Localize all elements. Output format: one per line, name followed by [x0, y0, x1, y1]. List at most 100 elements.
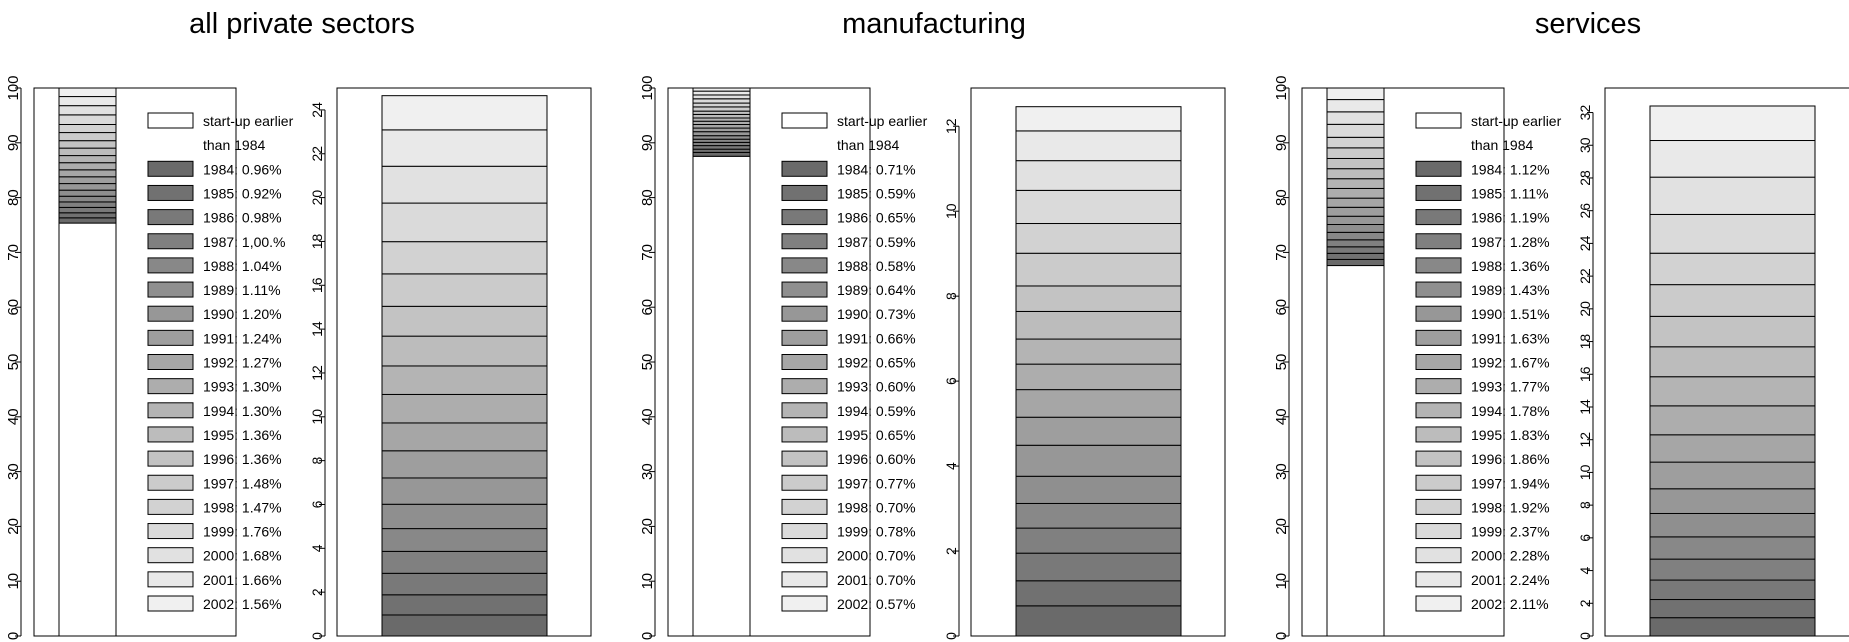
- legend-label-1985: 1985: 0.59%: [837, 185, 916, 201]
- detail-y-tick-label: 10: [309, 409, 325, 425]
- detail-y-tick-label: 22: [309, 146, 325, 162]
- stack-bar-segment-1992: [1326, 197, 1385, 208]
- legend-label-1992: 1992: 1.67%: [1471, 355, 1550, 371]
- stack-y-tick-label: 40: [1273, 408, 1290, 425]
- legend-label-1997: 1997: 1.48%: [203, 475, 282, 491]
- detail-bar-segment-1987: [1649, 558, 1816, 581]
- legend-label-1985: 1985: 0.92%: [203, 185, 282, 201]
- detail-bar-segment-1996: [381, 305, 548, 337]
- stack-bar-segment-1999: [692, 98, 751, 104]
- legend-label-1986: 1986: 0.98%: [203, 210, 282, 226]
- stack-y-tick-label: 20: [639, 518, 656, 535]
- stack-bar-segment-1994: [1326, 178, 1385, 189]
- legend-label-earlier-2: than 1984: [203, 137, 265, 153]
- stack-y-tick-label: 10: [1273, 573, 1290, 590]
- legend-swatch-1986: [1415, 209, 1462, 226]
- detail-bar-segment-2002: [1649, 105, 1816, 142]
- detail-y-tick-label: 12: [1577, 432, 1593, 448]
- legend-swatch-1997: [147, 474, 194, 491]
- stack-y-tick-label: 20: [5, 518, 22, 535]
- detail-bar-segment-1985: [1649, 599, 1816, 619]
- detail-y-tick-label: 22: [1577, 268, 1593, 284]
- detail-y-tick-label: 12: [309, 365, 325, 381]
- legend-swatch-earlier: [781, 112, 828, 129]
- legend-swatch-1993: [781, 378, 828, 395]
- legend-label-1999: 1999: 0.78%: [837, 524, 916, 540]
- legend-label-1986: 1986: 1.19%: [1471, 210, 1550, 226]
- detail-y-tick-label: 4: [943, 462, 959, 470]
- legend-swatch-1988: [1415, 257, 1462, 274]
- stack-y-tick-label: 50: [1273, 354, 1290, 371]
- detail-y-tick-label: 12: [943, 118, 959, 134]
- detail-bar-segment-1999: [381, 202, 548, 243]
- stack-y-tick-label: 70: [1273, 244, 1290, 261]
- legend-swatch-1987: [781, 233, 828, 250]
- detail-bar-segment-1992: [1649, 434, 1816, 463]
- legend-label-1994: 1994: 1.78%: [1471, 403, 1550, 419]
- legend-label-1997: 1997: 1.94%: [1471, 475, 1550, 491]
- detail-y-tick-label: 0: [1577, 632, 1593, 640]
- legend-swatch-earlier: [1415, 112, 1462, 129]
- detail-bar-segment-1995: [1649, 346, 1816, 378]
- stack-y-tick-label: 50: [5, 354, 22, 371]
- panel-all-private-sectors: all private sectors010203040506070809010…: [5, 8, 592, 640]
- legend-swatch-1986: [781, 209, 828, 226]
- legend-label-1999: 1999: 2.37%: [1471, 524, 1550, 540]
- stack-y-tick-label: 90: [5, 134, 22, 151]
- detail-bar-segment-1996: [1649, 315, 1816, 348]
- legend-swatch-1994: [781, 402, 828, 419]
- legend-swatch-1999: [1415, 523, 1462, 540]
- legend-swatch-1998: [1415, 498, 1462, 515]
- detail-y-tick-label: 10: [943, 203, 959, 219]
- detail-y-tick-label: 2: [1577, 599, 1593, 607]
- stack-bar-segment-1997: [692, 106, 751, 112]
- legend-label-1992: 1992: 0.65%: [837, 355, 916, 371]
- detail-y-tick-label: 8: [943, 292, 959, 300]
- detail-y-tick-label: 18: [309, 233, 325, 249]
- stack-bar-segment-2002: [58, 87, 117, 98]
- legend-label-2002: 2002: 0.57%: [837, 596, 916, 612]
- detail-y-tick-label: 18: [1577, 334, 1593, 350]
- legend-swatch-1990: [147, 305, 194, 322]
- stack-y-tick-label: 0: [1273, 632, 1290, 640]
- detail-bar-segment-1989: [381, 503, 548, 530]
- detail-bar-segment-1992: [1015, 389, 1182, 418]
- legend-swatch-1993: [147, 378, 194, 395]
- detail-bar-segment-1987: [381, 550, 548, 574]
- detail-y-tick-label: 6: [1577, 534, 1593, 542]
- stack-bar-segment-2002: [692, 87, 751, 92]
- detail-bar-segment-1990: [1649, 488, 1816, 514]
- legend-label-2001: 2001: 1.66%: [203, 572, 282, 588]
- stack-bar-segment-1998: [1326, 136, 1385, 149]
- legend-swatch-1987: [1415, 233, 1462, 250]
- legend-label-1999: 1999: 1.76%: [203, 524, 282, 540]
- stack-y-tick-label: 60: [639, 299, 656, 316]
- legend-label-1995: 1995: 1.36%: [203, 427, 282, 443]
- legend-label-1994: 1994: 0.59%: [837, 403, 916, 419]
- stack-bar-segment-1998: [692, 102, 751, 108]
- detail-bar-segment-1989: [1649, 512, 1816, 538]
- stack-bar-segment-1988: [58, 195, 117, 203]
- legend-label-2000: 2000: 1.68%: [203, 548, 282, 564]
- legend-swatch-1996: [781, 450, 828, 467]
- detail-y-tick-label: 30: [1577, 137, 1593, 153]
- legend-label-earlier: start-up earlier: [203, 113, 294, 129]
- stack-bar-segment-2002: [1326, 87, 1385, 101]
- stack-y-tick-label: 80: [5, 189, 22, 206]
- detail-bar-segment-1991: [381, 450, 548, 479]
- detail-bar-segment-1984: [1649, 617, 1816, 637]
- legend-label-1995: 1995: 0.65%: [837, 427, 916, 443]
- stack-plot-frame: [33, 87, 237, 637]
- stack-bar-segment-1986: [692, 145, 751, 150]
- stack-y-tick-label: 20: [1273, 518, 1290, 535]
- stack-y-tick-label: 100: [639, 75, 656, 100]
- legend-swatch-1989: [781, 281, 828, 298]
- stack-y-tick-label: 90: [639, 134, 656, 151]
- legend-label-1987: 1987: 1.28%: [1471, 234, 1550, 250]
- stack-y-tick-label: 60: [1273, 299, 1290, 316]
- detail-bar-segment-1999: [1649, 213, 1816, 254]
- detail-bar-segment-1995: [381, 335, 548, 367]
- stack-bar-segment-1996: [1326, 157, 1385, 170]
- stack-y-tick-label: 80: [1273, 189, 1290, 206]
